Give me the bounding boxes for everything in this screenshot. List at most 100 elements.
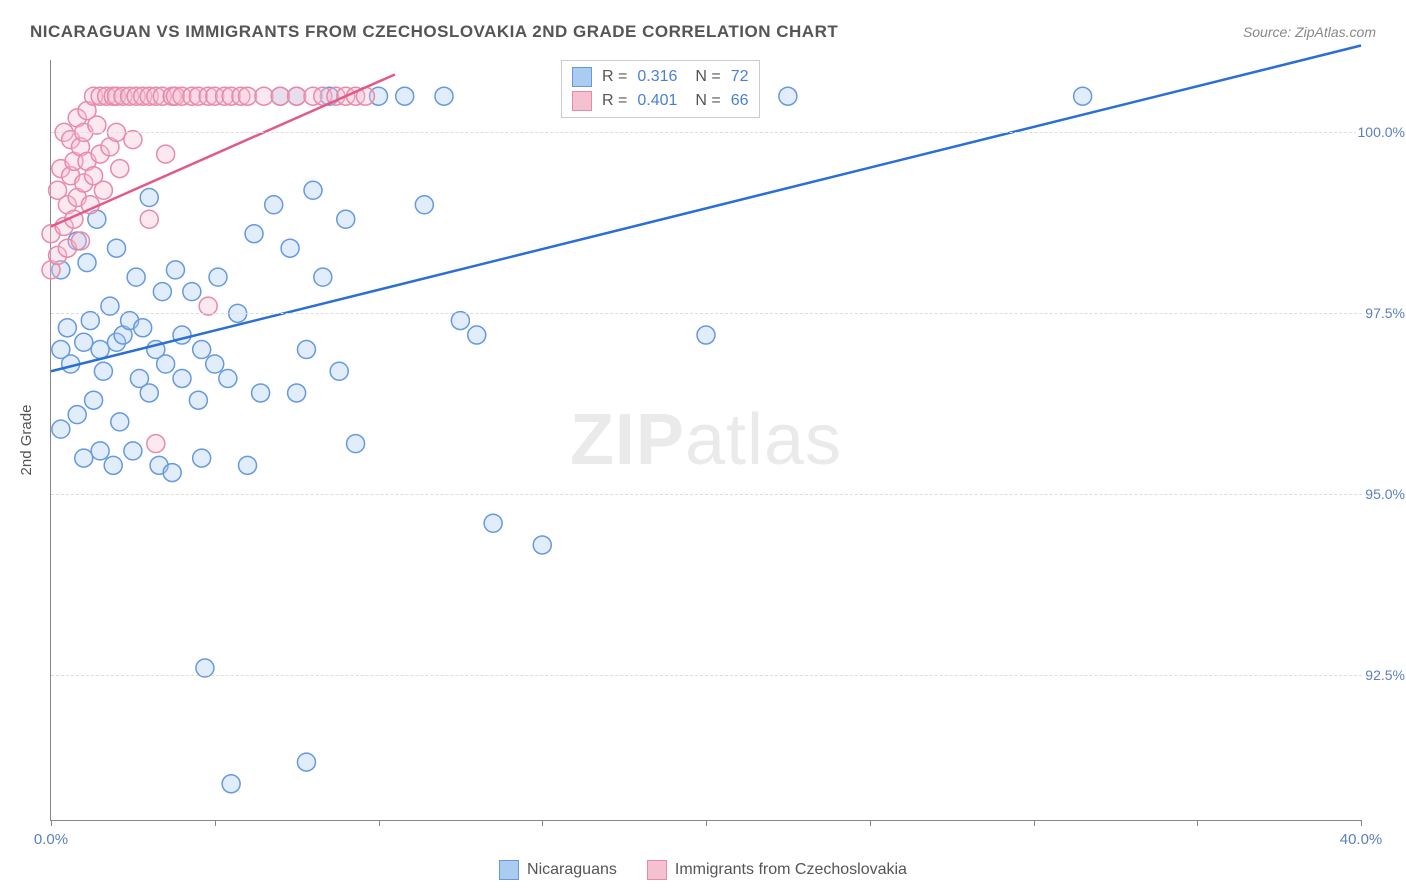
legend-swatch bbox=[572, 67, 592, 87]
scatter-point bbox=[533, 536, 551, 554]
gridline bbox=[51, 675, 1406, 676]
scatter-point bbox=[337, 210, 355, 228]
scatter-point bbox=[219, 369, 237, 387]
scatter-point bbox=[85, 391, 103, 409]
y-tick-label: 100.0% bbox=[1356, 124, 1406, 140]
scatter-point bbox=[108, 239, 126, 257]
chart-title: NICARAGUAN VS IMMIGRANTS FROM CZECHOSLOV… bbox=[30, 22, 838, 42]
x-tick bbox=[1361, 820, 1362, 826]
n-value: 66 bbox=[731, 92, 749, 110]
r-value: 0.316 bbox=[637, 68, 677, 86]
y-tick-label: 95.0% bbox=[1363, 486, 1406, 502]
scatter-point bbox=[52, 420, 70, 438]
gridline bbox=[51, 313, 1406, 314]
x-tick bbox=[706, 820, 707, 826]
scatter-point bbox=[183, 283, 201, 301]
scatter-point bbox=[104, 456, 122, 474]
legend-swatch bbox=[647, 860, 667, 880]
x-tick bbox=[379, 820, 380, 826]
scatter-point bbox=[147, 435, 165, 453]
scatter-point bbox=[134, 319, 152, 337]
n-label: N = bbox=[695, 68, 720, 86]
scatter-point bbox=[255, 87, 273, 105]
scatter-point bbox=[189, 391, 207, 409]
n-label: N = bbox=[695, 92, 720, 110]
scatter-point bbox=[111, 413, 129, 431]
scatter-point bbox=[271, 87, 289, 105]
x-tick bbox=[870, 820, 871, 826]
correlation-chart: NICARAGUAN VS IMMIGRANTS FROM CZECHOSLOV… bbox=[0, 0, 1406, 892]
x-tick bbox=[1034, 820, 1035, 826]
legend-swatch bbox=[572, 91, 592, 111]
legend-series-item: Nicaraguans bbox=[499, 860, 617, 880]
plot-svg bbox=[51, 60, 1361, 820]
x-tick bbox=[51, 820, 52, 826]
scatter-point bbox=[58, 319, 76, 337]
scatter-point bbox=[209, 268, 227, 286]
legend-correlation-row: R =0.316N =72 bbox=[572, 65, 749, 89]
scatter-point bbox=[1074, 87, 1092, 105]
x-tick bbox=[1197, 820, 1198, 826]
y-tick-label: 97.5% bbox=[1363, 305, 1406, 321]
scatter-point bbox=[124, 442, 142, 460]
scatter-point bbox=[78, 254, 96, 272]
scatter-point bbox=[193, 449, 211, 467]
y-axis-label: 2nd Grade bbox=[18, 405, 35, 476]
scatter-point bbox=[779, 87, 797, 105]
gridline bbox=[51, 494, 1406, 495]
scatter-point bbox=[297, 341, 315, 359]
scatter-point bbox=[697, 326, 715, 344]
scatter-point bbox=[157, 145, 175, 163]
scatter-point bbox=[140, 384, 158, 402]
scatter-point bbox=[415, 196, 433, 214]
x-tick bbox=[542, 820, 543, 826]
scatter-point bbox=[75, 449, 93, 467]
scatter-point bbox=[91, 341, 109, 359]
scatter-point bbox=[281, 239, 299, 257]
scatter-point bbox=[245, 225, 263, 243]
scatter-point bbox=[288, 384, 306, 402]
scatter-point bbox=[265, 196, 283, 214]
scatter-point bbox=[91, 442, 109, 460]
x-tick-label: 40.0% bbox=[1340, 831, 1383, 848]
scatter-point bbox=[297, 753, 315, 771]
scatter-point bbox=[140, 210, 158, 228]
scatter-point bbox=[484, 514, 502, 532]
chart-source: Source: ZipAtlas.com bbox=[1243, 24, 1376, 40]
scatter-point bbox=[239, 87, 257, 105]
scatter-point bbox=[206, 355, 224, 373]
scatter-point bbox=[153, 283, 171, 301]
scatter-point bbox=[157, 355, 175, 373]
scatter-point bbox=[193, 341, 211, 359]
scatter-point bbox=[75, 333, 93, 351]
legend-series-label: Nicaraguans bbox=[527, 861, 617, 879]
scatter-point bbox=[314, 268, 332, 286]
scatter-point bbox=[330, 362, 348, 380]
scatter-point bbox=[71, 232, 89, 250]
legend-correlation-row: R = 0.401 N = 66 bbox=[572, 89, 749, 113]
scatter-point bbox=[288, 87, 306, 105]
scatter-point bbox=[127, 268, 145, 286]
scatter-point bbox=[252, 384, 270, 402]
scatter-point bbox=[94, 362, 112, 380]
scatter-point bbox=[140, 189, 158, 207]
scatter-point bbox=[347, 435, 365, 453]
scatter-point bbox=[94, 181, 112, 199]
scatter-point bbox=[222, 775, 240, 793]
n-value: 72 bbox=[731, 68, 749, 86]
r-label: R = bbox=[602, 92, 627, 110]
legend-series: NicaraguansImmigrants from Czechoslovaki… bbox=[0, 860, 1406, 880]
scatter-point bbox=[111, 160, 129, 178]
scatter-point bbox=[435, 87, 453, 105]
scatter-point bbox=[163, 464, 181, 482]
scatter-point bbox=[396, 87, 414, 105]
scatter-point bbox=[304, 181, 322, 199]
gridline bbox=[51, 132, 1406, 133]
x-tick-label: 0.0% bbox=[34, 831, 68, 848]
r-value: 0.401 bbox=[637, 92, 677, 110]
scatter-point bbox=[68, 406, 86, 424]
y-tick-label: 92.5% bbox=[1363, 667, 1406, 683]
scatter-point bbox=[468, 326, 486, 344]
scatter-point bbox=[166, 261, 184, 279]
scatter-point bbox=[173, 369, 191, 387]
